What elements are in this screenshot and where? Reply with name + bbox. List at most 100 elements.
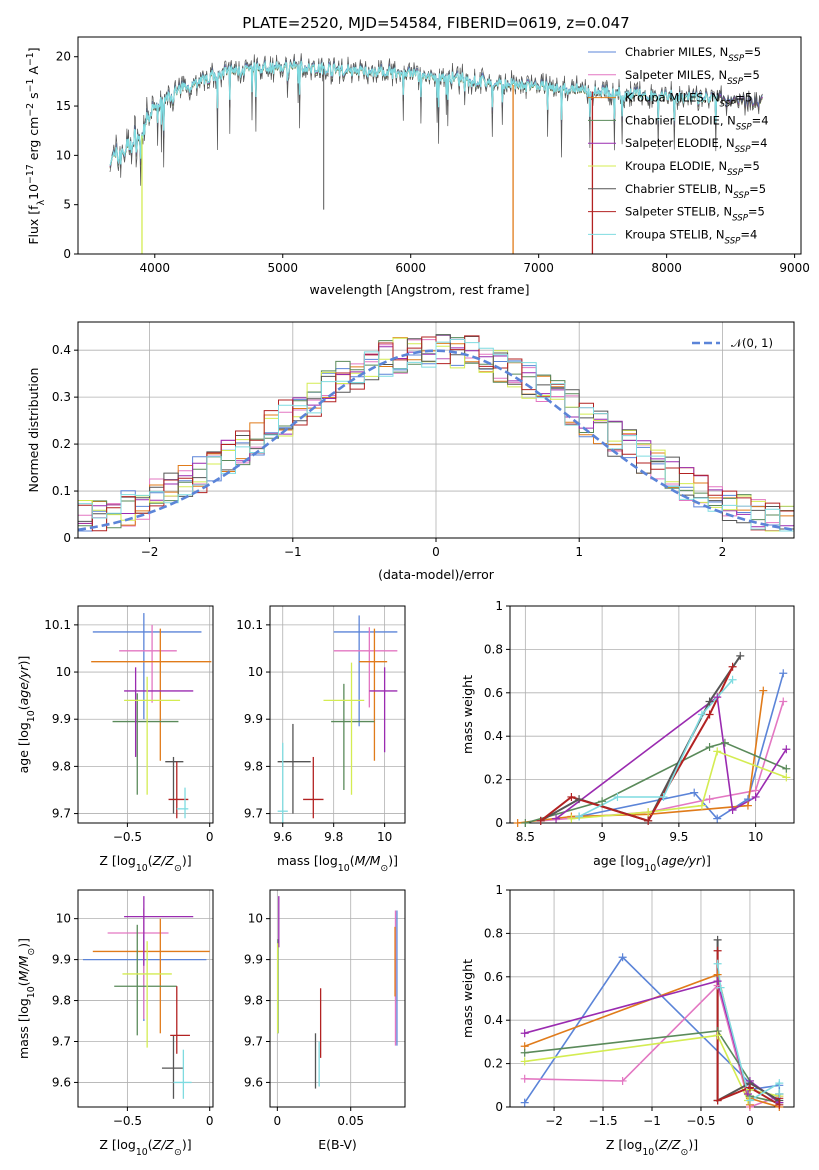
x-axis-label: (data-model)/error xyxy=(378,567,495,582)
x-axis-label: Z [log10(Z/Z⊙)] xyxy=(606,1137,698,1158)
weight-marker xyxy=(567,814,576,823)
weight-marker xyxy=(618,1076,627,1085)
x-tick-label: −2 xyxy=(141,545,159,559)
y-tick-label: 15 xyxy=(56,99,71,113)
x-tick-label: 9 xyxy=(598,830,606,844)
x-tick-label: −1.5 xyxy=(588,1114,617,1128)
x-axis-label: Z [log10(Z/Z⊙)] xyxy=(99,853,191,874)
weight-marker xyxy=(713,747,722,756)
normal-reference-curve xyxy=(78,349,794,532)
axes-frame xyxy=(269,605,406,824)
y-tick-label: 0.8 xyxy=(484,642,503,656)
weight-marker xyxy=(575,795,584,804)
x-tick-label: 7000 xyxy=(523,261,554,275)
y-tick-label: 0.4 xyxy=(484,1013,503,1027)
weight-marker xyxy=(728,805,737,814)
weight-marker xyxy=(644,808,653,817)
panel-residuals: −2 −1 0 1 2 0 0.1 0.2 0.3 0.4 𝒩(0, 1) (data-model)/… xyxy=(26,321,795,582)
weight-marker xyxy=(745,1083,754,1092)
y-tick-label: 9.7 xyxy=(52,807,71,821)
y-tick-label: 0.2 xyxy=(52,437,71,451)
axes-frame xyxy=(77,889,214,1108)
weight-marker xyxy=(690,788,699,797)
y-tick-label: 9.8 xyxy=(244,759,263,773)
weight-marker xyxy=(513,819,522,827)
spectrum-line xyxy=(109,60,718,166)
plot-area xyxy=(109,53,763,254)
legend-entry: Chabrier ELODIE, NSSP=4 xyxy=(625,113,769,132)
x-tick-label: 0 xyxy=(206,1114,214,1128)
weight-marker xyxy=(720,738,729,747)
x-tick-label: 2 xyxy=(719,545,727,559)
x-tick-label: −1 xyxy=(643,1114,661,1128)
weight-marker xyxy=(552,814,561,823)
weight-marker xyxy=(567,792,576,801)
x-tick-label: 8000 xyxy=(651,261,682,275)
x-tick-label: 4000 xyxy=(140,261,171,275)
weight-marker xyxy=(520,1057,529,1066)
panel-age_vs_Z: −0.5 0 9.7 9.8 9.9 10 10.1 Z [log10(Z/Z⊙)] age [… xyxy=(16,605,214,874)
axes-frame xyxy=(77,321,795,539)
x-tick-label: 6000 xyxy=(395,261,426,275)
x-tick-label: 8.5 xyxy=(516,830,535,844)
y-tick-label: 0 xyxy=(495,816,503,830)
x-tick-label: 9000 xyxy=(779,261,810,275)
weight-marker xyxy=(728,662,737,671)
weight-marker xyxy=(713,693,722,702)
weight-marker xyxy=(782,773,791,782)
weight-marker xyxy=(775,1089,784,1098)
axes-frame xyxy=(509,605,795,824)
weight-marker xyxy=(713,946,722,955)
x-tick-label: 9.8 xyxy=(324,830,343,844)
y-tick-label: 9.6 xyxy=(52,1075,71,1089)
x-axis-label: Z [log10(Z/Z⊙)] xyxy=(99,1137,191,1158)
weight-marker xyxy=(705,743,714,752)
weight-marker xyxy=(743,801,752,810)
y-tick-label: 9.8 xyxy=(244,994,263,1008)
weight-marker xyxy=(728,675,737,684)
weight-marker xyxy=(713,977,722,986)
y-tick-label: 0.2 xyxy=(484,773,503,787)
panel-weight_vs_Z: −2 −1.5 −1 −0.5 0 0 0.2 0.4 0.6 0.8 1 Z [log10(Z/Z⊙… xyxy=(460,883,795,1158)
y-tick-label: 0.4 xyxy=(484,729,503,743)
legend-entry: Kroupa MILES, NSSP=5 xyxy=(625,91,752,110)
weight-marker xyxy=(713,959,722,968)
weight-marker xyxy=(736,651,745,660)
x-tick-label: −0.5 xyxy=(686,1114,715,1128)
weight-marker xyxy=(520,1048,529,1057)
weight-marker xyxy=(751,792,760,801)
weight-marker xyxy=(779,697,788,706)
weight-marker xyxy=(697,801,706,810)
weight-marker xyxy=(713,1096,722,1105)
weight-marker xyxy=(697,710,706,719)
y-tick-label: 0.6 xyxy=(484,970,503,984)
legend-entry: Salpeter ELODIE, NSSP=4 xyxy=(625,136,767,155)
y-tick-label: 5 xyxy=(63,198,71,212)
y-tick-label: 1 xyxy=(495,883,503,897)
plot-area xyxy=(277,615,398,823)
x-tick-label: 10 xyxy=(377,830,392,844)
x-tick-label: 0 xyxy=(206,830,214,844)
weight-marker xyxy=(759,686,768,695)
weight-marker xyxy=(521,819,530,827)
legend-entry: Kroupa STELIB, NSSP=4 xyxy=(625,227,757,246)
weight-marker xyxy=(598,797,607,806)
panel-age_vs_mass: 9.6 9.8 10 9.7 9.8 9.9 10 10.1 mass [log10(M/M⊙)… xyxy=(236,605,406,874)
histogram-step xyxy=(78,338,794,532)
y-tick-label: 0.8 xyxy=(484,926,503,940)
x-tick-label: −2 xyxy=(545,1114,563,1128)
legend-entry: Salpeter MILES, NSSP=5 xyxy=(625,68,760,87)
x-axis-label: E(B-V) xyxy=(318,1137,357,1152)
y-tick-label: 9.9 xyxy=(52,953,71,967)
weight-marker xyxy=(713,935,722,944)
weight-marker xyxy=(618,953,627,962)
plot-area xyxy=(276,896,398,1089)
y-tick-label: 9.9 xyxy=(244,712,263,726)
figure-title: PLATE=2520, MJD=54584, FIBERID=0619, z=0… xyxy=(242,14,629,32)
y-tick-label: 0.1 xyxy=(52,484,71,498)
weight-marker xyxy=(782,764,791,773)
y-axis-label: Normed distribution xyxy=(26,368,41,493)
x-tick-label: −1 xyxy=(284,545,302,559)
x-tick-label: 9.6 xyxy=(273,830,292,844)
